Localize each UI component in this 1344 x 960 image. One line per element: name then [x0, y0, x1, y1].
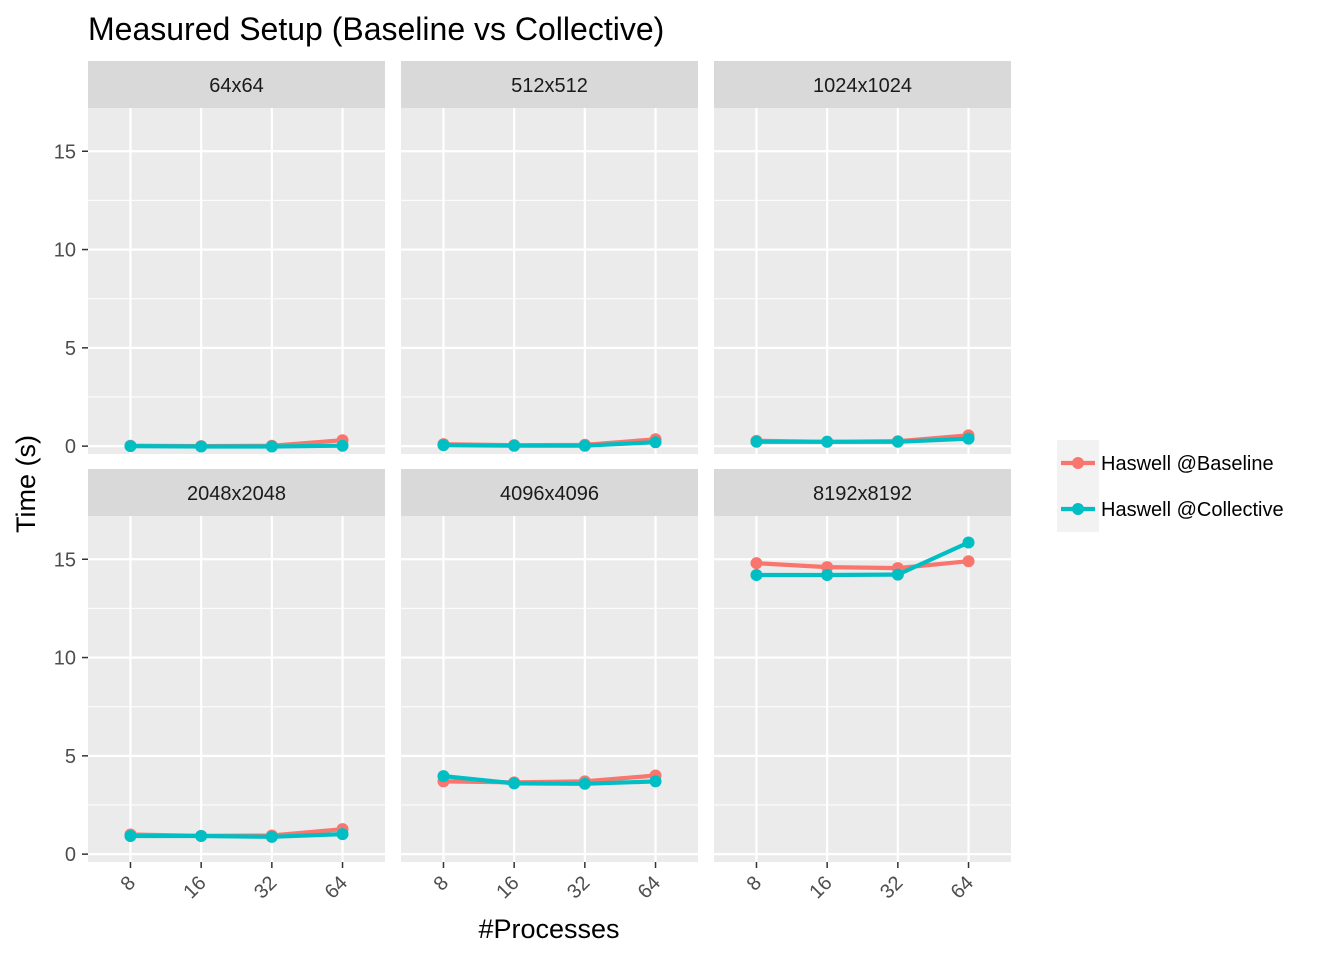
data-point — [265, 830, 278, 843]
data-point — [508, 777, 521, 790]
data-point — [649, 436, 662, 449]
data-point — [336, 828, 349, 841]
panel-background — [88, 108, 385, 454]
legend-point — [1072, 457, 1084, 469]
facet-strip-label: 8192x8192 — [813, 483, 912, 505]
x-tick-label: 8 — [117, 872, 140, 895]
x-tick-label: 16 — [492, 872, 523, 903]
x-tick-label: 64 — [634, 872, 665, 903]
data-point — [124, 830, 137, 843]
data-point — [336, 439, 349, 452]
data-point — [578, 777, 591, 790]
facet-strip — [88, 469, 385, 516]
x-axis-title: #Processes — [478, 914, 619, 944]
facet-panel: 64x64 — [88, 61, 385, 454]
y-tick-label: 15 — [54, 549, 76, 571]
legend-point — [1072, 503, 1084, 515]
panel-background — [401, 516, 698, 862]
x-tick-label: 8 — [430, 872, 453, 895]
data-point — [649, 775, 662, 788]
facet-strip — [714, 61, 1011, 108]
panel-background — [401, 108, 698, 454]
x-tick-label: 16 — [805, 872, 836, 903]
facet-panels: 64x64 512x512 1024x1024 2048x2048 4096x4096 8… — [88, 61, 1011, 862]
y-axis-title: Time (s) — [11, 435, 41, 533]
x-tick-label: 64 — [947, 872, 978, 903]
x-tick-label: 32 — [250, 872, 281, 903]
data-point — [437, 439, 450, 452]
facet-strip — [714, 469, 1011, 516]
facet-strip-label: 64x64 — [209, 75, 264, 97]
chart-title: Measured Setup (Baseline vs Collective) — [88, 11, 664, 47]
x-axis: 8 16 32 64 8 16 32 64 8 16 32 64 — [117, 862, 978, 903]
data-point — [265, 440, 278, 453]
y-tick-label: 5 — [65, 746, 76, 768]
y-tick-label: 10 — [54, 240, 76, 262]
y-tick-label: 10 — [54, 648, 76, 670]
series-line — [756, 559, 969, 571]
data-point — [508, 439, 521, 452]
series-line — [130, 832, 343, 839]
data-point — [195, 440, 208, 453]
facet-strip-label: 2048x2048 — [187, 483, 286, 505]
y-tick-label: 0 — [65, 844, 76, 866]
data-point — [891, 435, 904, 448]
facet-panel: 2048x2048 — [88, 469, 385, 862]
legend-item: Haswell @Baseline — [1057, 440, 1274, 486]
facet-strip — [401, 61, 698, 108]
data-point — [750, 435, 763, 448]
data-point — [195, 830, 208, 843]
series-line — [756, 436, 969, 444]
data-point — [750, 557, 763, 570]
legend-item: Haswell @Collective — [1057, 486, 1284, 532]
data-point — [962, 555, 975, 568]
y-tick-label: 15 — [54, 141, 76, 163]
y-tick-label: 5 — [65, 338, 76, 360]
facet-panel: 8192x8192 — [714, 469, 1011, 862]
data-point — [962, 536, 975, 549]
data-point — [821, 568, 834, 581]
data-point — [750, 568, 763, 581]
facet-strip-label: 4096x4096 — [500, 483, 599, 505]
panel-background — [714, 108, 1011, 454]
facet-strip-label: 1024x1024 — [813, 75, 912, 97]
x-tick-label: 32 — [563, 872, 594, 903]
facet-panel: 4096x4096 — [401, 469, 698, 862]
series-line — [756, 540, 970, 578]
data-point — [124, 440, 137, 453]
data-point — [962, 432, 975, 445]
data-point — [578, 439, 591, 452]
x-tick-label: 8 — [743, 872, 766, 895]
data-point — [437, 770, 450, 783]
facet-strip-label: 512x512 — [511, 75, 588, 97]
facet-strip — [401, 469, 698, 516]
legend-label: Haswell @Baseline — [1101, 453, 1274, 475]
data-point — [891, 568, 904, 581]
facet-strip — [88, 61, 385, 108]
y-tick-label: 0 — [65, 436, 76, 458]
facet-panel: 1024x1024 — [714, 61, 1011, 454]
x-tick-label: 16 — [179, 872, 210, 903]
series-line — [443, 440, 656, 448]
series-line — [130, 443, 343, 449]
x-tick-label: 64 — [321, 872, 352, 903]
y-axis: 0 5 10 15 0 5 10 15 — [54, 141, 88, 866]
panel-background — [88, 516, 385, 862]
legend: Haswell @Baseline Haswell @Collective — [1057, 440, 1284, 532]
facet-panel: 512x512 — [401, 61, 698, 454]
legend-label: Haswell @Collective — [1101, 499, 1284, 521]
series-line — [443, 774, 656, 786]
x-tick-label: 32 — [876, 872, 907, 903]
data-point — [821, 435, 834, 448]
